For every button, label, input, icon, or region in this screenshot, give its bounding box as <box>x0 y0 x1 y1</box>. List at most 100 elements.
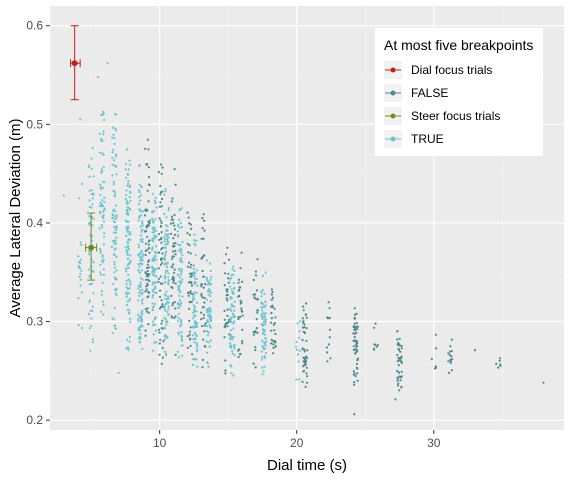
data-point <box>138 335 141 338</box>
data-point <box>129 281 132 284</box>
data-point <box>167 276 170 279</box>
data-point <box>201 296 204 299</box>
data-point <box>207 315 210 318</box>
data-point <box>115 236 118 239</box>
data-point <box>161 319 164 322</box>
data-point <box>396 369 399 373</box>
data-point <box>161 197 164 200</box>
data-point <box>125 291 128 295</box>
data-point <box>138 315 141 318</box>
data-point <box>163 350 166 353</box>
y-tick-label: 0.2 <box>26 413 43 427</box>
data-point <box>233 287 236 290</box>
data-point <box>145 266 149 270</box>
data-point <box>189 223 192 226</box>
data-point <box>226 325 229 328</box>
data-point <box>396 384 399 387</box>
data-point <box>140 228 144 232</box>
data-point <box>191 363 195 366</box>
data-point <box>167 305 170 308</box>
data-point <box>125 189 128 192</box>
data-point <box>306 375 309 378</box>
data-point <box>124 219 128 222</box>
data-point <box>180 226 184 229</box>
data-point <box>186 211 189 214</box>
data-point <box>226 299 229 302</box>
data-point <box>99 187 103 191</box>
data-point <box>137 195 141 199</box>
data-point <box>166 238 169 241</box>
data-point <box>125 209 128 212</box>
data-point <box>129 190 132 193</box>
data-point <box>159 282 162 285</box>
data-point <box>230 276 233 279</box>
data-point <box>241 280 244 283</box>
data-point <box>161 303 164 306</box>
data-point <box>79 258 82 261</box>
data-point <box>117 371 120 374</box>
data-point <box>163 309 167 312</box>
data-point <box>154 218 157 221</box>
data-point <box>171 197 174 200</box>
data-point <box>167 206 170 210</box>
data-point <box>170 218 173 221</box>
data-point <box>137 203 141 206</box>
data-point <box>158 331 161 334</box>
data-point <box>170 215 174 218</box>
data-point <box>195 347 199 350</box>
data-point <box>155 258 158 261</box>
data-point <box>180 301 183 304</box>
data-point <box>113 142 116 145</box>
data-point <box>151 192 154 195</box>
data-point <box>252 278 255 282</box>
data-point <box>128 297 131 300</box>
data-point <box>125 248 128 252</box>
data-point <box>353 413 356 416</box>
data-point <box>102 133 105 136</box>
data-point <box>203 345 206 348</box>
data-point <box>239 352 242 356</box>
data-point <box>141 259 144 262</box>
data-point <box>128 279 131 282</box>
data-point <box>193 325 196 328</box>
data-point <box>194 254 197 257</box>
data-point <box>144 249 147 252</box>
data-point <box>126 288 129 291</box>
data-point <box>128 287 131 290</box>
data-point <box>99 185 102 188</box>
data-point <box>196 301 199 304</box>
y-tick-label: 0.6 <box>26 19 43 33</box>
data-point <box>115 173 118 176</box>
data-point <box>98 247 101 250</box>
data-point <box>128 317 132 320</box>
data-point <box>137 268 140 272</box>
data-point <box>77 197 81 200</box>
data-point <box>229 297 232 300</box>
data-point <box>200 318 203 321</box>
data-point <box>98 151 101 154</box>
data-point <box>181 278 184 281</box>
x-tick-label: 10 <box>153 436 167 450</box>
data-point <box>264 323 267 326</box>
data-point <box>180 338 183 341</box>
data-point <box>88 205 91 208</box>
data-point <box>355 362 358 365</box>
data-point <box>304 385 307 388</box>
data-point <box>261 316 264 319</box>
data-point <box>163 236 166 239</box>
data-point <box>305 355 308 358</box>
legend-entries: Dial focus trials FALSE Steer focus trials… <box>384 61 500 148</box>
data-point <box>435 347 438 350</box>
data-point <box>80 243 83 246</box>
data-point <box>161 282 164 285</box>
data-point <box>206 311 209 314</box>
data-point <box>174 183 177 186</box>
data-point <box>113 221 117 224</box>
data-point <box>180 331 183 334</box>
data-point <box>114 289 117 292</box>
data-point <box>167 233 170 236</box>
data-point <box>172 242 175 245</box>
data-point <box>101 226 104 229</box>
data-point <box>141 269 144 272</box>
y-tick-label: 0.3 <box>26 315 43 329</box>
